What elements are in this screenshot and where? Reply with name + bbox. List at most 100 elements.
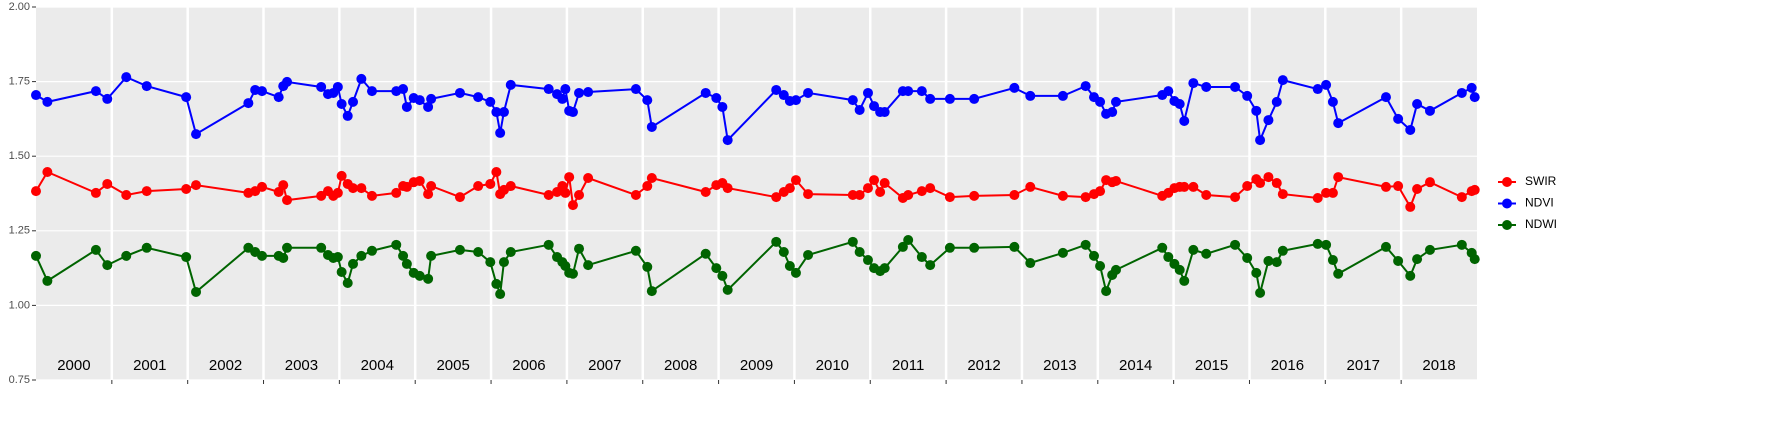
point xyxy=(862,183,873,194)
year-label: 2014 xyxy=(1119,357,1152,374)
point xyxy=(642,95,653,106)
point xyxy=(722,284,733,295)
year-label: 2009 xyxy=(740,357,773,374)
point xyxy=(1405,201,1416,212)
point xyxy=(1095,261,1106,272)
point xyxy=(903,86,914,97)
point xyxy=(141,81,152,92)
point xyxy=(574,243,585,254)
point xyxy=(560,84,571,95)
year-label: 2007 xyxy=(588,357,621,374)
point xyxy=(564,172,575,183)
point xyxy=(803,87,814,98)
point xyxy=(141,186,152,197)
point xyxy=(583,260,594,271)
point xyxy=(897,241,908,252)
point xyxy=(473,92,484,103)
point xyxy=(336,266,347,277)
point xyxy=(1080,81,1091,92)
point xyxy=(348,258,359,269)
point xyxy=(1201,189,1212,200)
point xyxy=(969,242,980,253)
point xyxy=(879,178,890,189)
point xyxy=(278,180,289,191)
point xyxy=(191,180,202,191)
point xyxy=(916,186,927,197)
point xyxy=(903,235,914,246)
point xyxy=(879,263,890,274)
y-tick-label: 1.25 xyxy=(9,225,30,237)
point xyxy=(567,107,578,118)
year-label: 2017 xyxy=(1347,357,1380,374)
point xyxy=(1163,86,1174,97)
point xyxy=(646,172,657,183)
legend-label: SWIR xyxy=(1525,174,1557,188)
point xyxy=(366,245,377,256)
point xyxy=(316,242,327,253)
point xyxy=(356,183,367,194)
point xyxy=(498,257,509,268)
point xyxy=(1188,244,1199,255)
point xyxy=(191,286,202,297)
point xyxy=(332,81,343,92)
point xyxy=(803,249,814,260)
point xyxy=(90,86,101,97)
point xyxy=(543,189,554,200)
point xyxy=(426,250,437,261)
point xyxy=(1424,244,1435,255)
year-label: 2010 xyxy=(816,357,849,374)
year-label: 2003 xyxy=(285,357,318,374)
point xyxy=(423,273,434,284)
point xyxy=(1255,287,1266,298)
point xyxy=(925,260,936,271)
point xyxy=(583,87,594,98)
point xyxy=(505,79,516,90)
point xyxy=(847,95,858,106)
point xyxy=(505,246,516,257)
point xyxy=(574,87,585,98)
point xyxy=(717,101,728,112)
year-label: 2002 xyxy=(209,357,242,374)
point xyxy=(1242,181,1253,192)
year-label: 2013 xyxy=(1043,357,1076,374)
point xyxy=(181,252,192,263)
point xyxy=(454,192,465,203)
point xyxy=(1025,90,1036,101)
point xyxy=(121,250,132,261)
point xyxy=(969,190,980,201)
point xyxy=(90,244,101,255)
year-label: 2004 xyxy=(361,357,394,374)
point xyxy=(1321,79,1332,90)
point xyxy=(1277,245,1288,256)
point xyxy=(1405,270,1416,281)
legend-label: NDWI xyxy=(1525,217,1557,231)
point xyxy=(771,192,782,203)
y-tick-label: 0.75 xyxy=(9,374,30,386)
point xyxy=(879,107,890,118)
point xyxy=(1393,113,1404,124)
point xyxy=(854,246,865,257)
point xyxy=(1424,105,1435,116)
year-label: 2015 xyxy=(1195,357,1228,374)
point xyxy=(1333,268,1344,279)
point xyxy=(1242,90,1253,101)
point xyxy=(1412,98,1423,109)
point xyxy=(1110,264,1121,275)
point xyxy=(181,92,192,103)
point xyxy=(1321,239,1332,250)
point xyxy=(583,172,594,183)
point xyxy=(854,104,865,115)
point xyxy=(414,95,425,106)
point xyxy=(969,93,980,104)
point xyxy=(1201,248,1212,259)
point xyxy=(391,239,402,250)
point xyxy=(854,189,865,200)
point xyxy=(1271,96,1282,107)
year-label: 2001 xyxy=(133,357,166,374)
point xyxy=(342,110,353,121)
point xyxy=(944,93,955,104)
point xyxy=(1025,181,1036,192)
point xyxy=(1271,178,1282,189)
point xyxy=(473,246,484,257)
